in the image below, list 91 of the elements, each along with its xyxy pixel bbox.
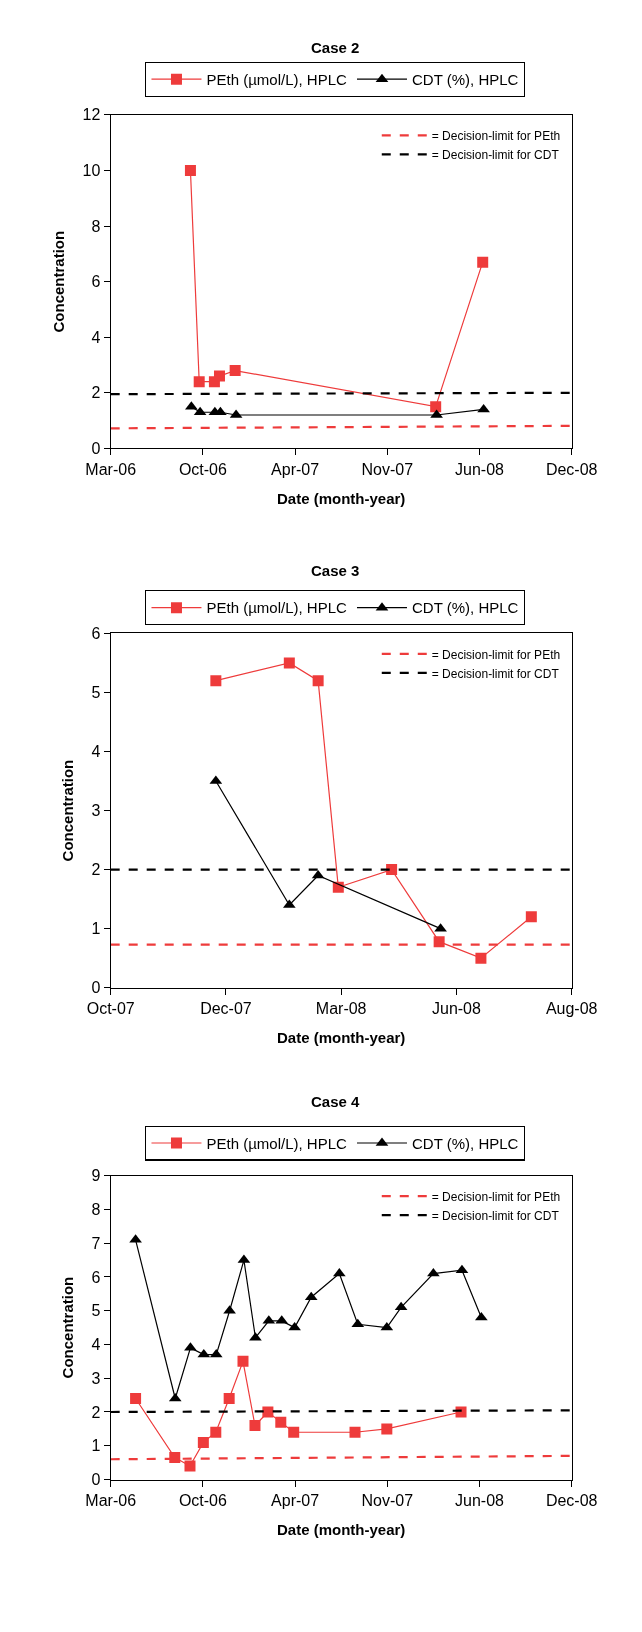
point [474,1311,488,1321]
point [288,1426,300,1438]
y-tick-label: 1 [91,1437,101,1455]
x-tick-label: Dec-07 [200,999,252,1017]
point [283,657,295,669]
point [386,864,398,876]
y-tick-label: 8 [91,1201,101,1219]
x-axis-title: Date (month-year) [277,1520,406,1538]
x-tick-label: Oct-07 [86,999,135,1017]
legend-label: = Decision-limit for CDT [431,147,560,162]
y-axis-title: Concentration [58,1276,76,1379]
point [249,1420,261,1431]
point [394,1301,408,1311]
x-tick-label: Oct-06 [178,1491,227,1509]
y-tick-label: 2 [91,861,101,879]
y-tick-label: 5 [91,684,101,702]
y-tick-label: 2 [91,1403,101,1421]
y-tick-label: 1 [91,920,101,938]
point [210,1426,222,1438]
chart-title: Case 3 [311,562,360,579]
point [381,1423,393,1435]
y-tick-label: 10 [82,162,101,180]
point [349,1426,361,1438]
x-tick-label: Oct-06 [178,460,227,478]
point [475,952,487,964]
point [477,403,490,413]
point [525,911,537,923]
point [430,401,442,413]
y-tick-label: 8 [91,217,101,235]
y-tick-label: 6 [91,625,101,643]
x-tick-label: Jun-08 [455,460,505,478]
chart-title: Case 2 [311,39,360,56]
legend-label: = Decision-limit for PEth [431,647,561,662]
y-tick-label: 0 [91,979,101,997]
legend-label: PEth (µmol/L), HPLC [206,71,347,89]
y-axis-title: Concentration [58,759,76,862]
y-tick-label: 0 [91,439,101,457]
legend-label: = Decision-limit for PEth [431,1189,561,1204]
point [193,376,205,388]
point [197,1436,209,1448]
y-tick-label: 0 [91,1471,101,1489]
point [130,1393,142,1404]
x-tick-label: Apr-07 [271,460,320,478]
x-tick-label: Nov-07 [361,1491,414,1509]
y-tick-label: 7 [91,1234,101,1252]
y-tick-label: 2 [91,384,101,402]
x-axis-title: Date (month-year) [277,489,406,507]
legend-label: = Decision-limit for PEth [431,128,561,143]
point [312,675,324,687]
legend-label: = Decision-limit for CDT [431,666,560,681]
y-tick-label: 4 [91,743,101,761]
x-tick-label: Jun-08 [431,999,481,1017]
point [184,1460,196,1472]
point [455,1406,467,1418]
x-tick-label: Nov-07 [361,460,414,478]
point [237,1355,249,1367]
x-tick-label: Apr-07 [271,1491,320,1509]
x-tick-label: Aug-08 [545,999,598,1017]
y-tick-label: 12 [82,106,101,124]
x-tick-label: Dec-08 [545,1491,598,1509]
x-axis-title: Date (month-year) [277,1028,406,1046]
x-tick-label: Mar-08 [315,999,367,1017]
point [477,256,489,268]
legend-label: PEth (µmol/L), HPLC [206,1134,347,1152]
point [223,1393,235,1404]
point [275,1416,287,1428]
legend-label: CDT (%), HPLC [411,71,519,89]
point [213,370,225,382]
y-tick-label: 9 [91,1167,101,1185]
y-tick-label: 5 [91,1302,101,1320]
legend-label: = Decision-limit for CDT [431,1208,560,1223]
y-tick-label: 3 [91,802,101,820]
chart-title: Case 4 [311,1093,361,1110]
x-tick-label: Dec-08 [545,460,598,478]
y-tick-label: 4 [91,1336,101,1354]
x-tick-label: Mar-06 [85,460,137,478]
y-tick-label: 6 [91,1268,101,1286]
y-tick-label: 3 [91,1369,101,1387]
y-tick-label: 4 [91,328,101,346]
point [210,675,222,687]
y-tick-label: 6 [91,273,101,291]
point [262,1406,274,1418]
x-tick-label: Mar-06 [85,1491,137,1509]
point [169,1452,181,1464]
point [184,164,196,176]
y-axis-title: Concentration [49,230,67,333]
point [229,365,241,377]
legend-label: CDT (%), HPLC [411,1134,519,1152]
x-tick-label: Jun-08 [455,1491,505,1509]
legend-label: CDT (%), HPLC [411,599,519,617]
legend-label: PEth (µmol/L), HPLC [206,599,347,617]
